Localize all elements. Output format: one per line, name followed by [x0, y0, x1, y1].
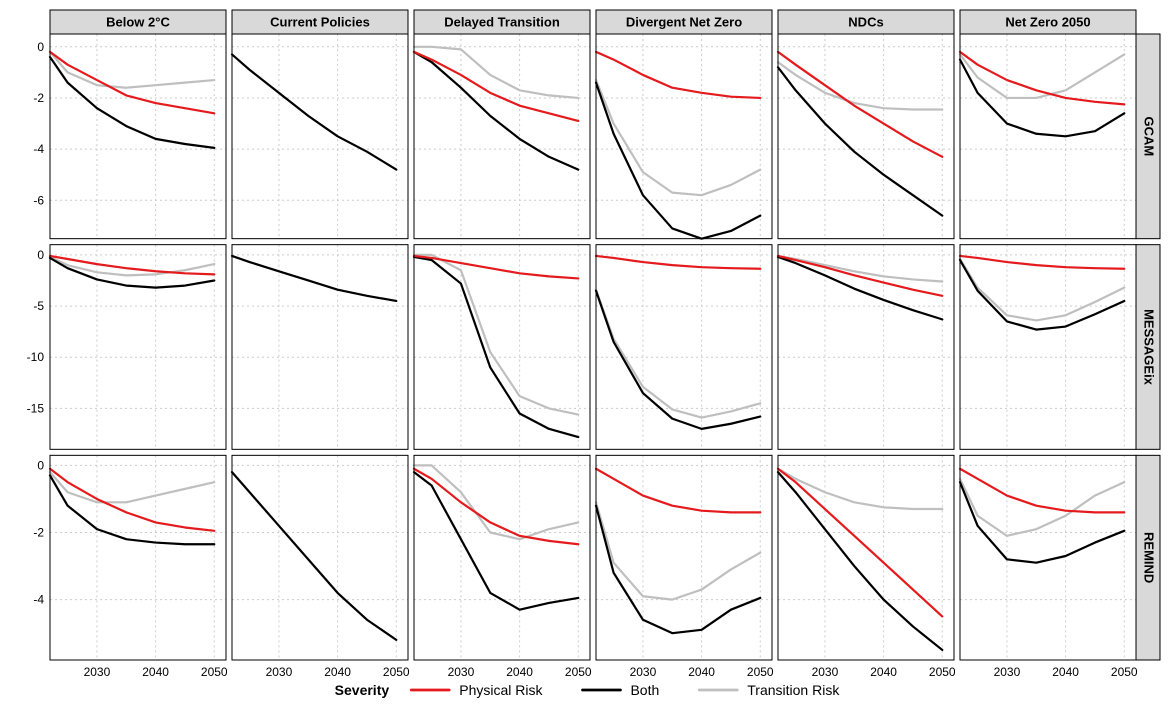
x-tick-label: 2030: [84, 665, 111, 679]
x-tick-label: 2050: [747, 665, 774, 679]
panel: [960, 455, 1136, 660]
panel: [414, 245, 590, 450]
legend-label: Physical Risk: [459, 682, 543, 698]
facet-grid-chart: Below 2°C Current Policies Delayed Transit…: [0, 0, 1174, 719]
x-tick-label: 2040: [688, 665, 715, 679]
panel: [778, 245, 954, 450]
panel: [414, 34, 590, 239]
x-tick-label: 2050: [565, 665, 592, 679]
panel: [50, 455, 226, 660]
legend-label: Both: [630, 682, 659, 698]
x-tick-label: 2050: [1111, 665, 1138, 679]
y-tick-label: -4: [33, 593, 44, 607]
x-tick-label: 2030: [448, 665, 475, 679]
panel: [596, 34, 772, 239]
x-tick-label: 2050: [201, 665, 228, 679]
column-strip-label: Below 2°C: [106, 15, 170, 30]
x-tick-label: 2040: [506, 665, 533, 679]
column-strip-label: Net Zero 2050: [1005, 15, 1090, 30]
x-tick-label: 2050: [383, 665, 410, 679]
panel: [50, 245, 226, 450]
x-tick-label: 2030: [812, 665, 839, 679]
row-strip-label: REMIND: [1142, 532, 1157, 583]
x-tick-label: 2030: [630, 665, 657, 679]
panel: [960, 245, 1136, 450]
panel: [232, 455, 408, 660]
y-tick-label: -15: [27, 401, 45, 415]
column-strip-label: NDCs: [848, 15, 883, 30]
column-strip-label: Delayed Transition: [444, 15, 560, 30]
x-tick-label: 2040: [324, 665, 351, 679]
legend-title: Severity: [335, 682, 390, 698]
y-tick-label: -2: [33, 526, 44, 540]
panel: [232, 245, 408, 450]
x-tick-label: 2040: [142, 665, 169, 679]
panel: [232, 34, 408, 239]
panel: [414, 455, 590, 660]
y-tick-label: -4: [33, 142, 44, 156]
y-tick-label: -5: [33, 299, 44, 313]
y-tick-label: -2: [33, 91, 44, 105]
legend-label: Transition Risk: [747, 682, 840, 698]
row-strip-label: MESSAGEix: [1142, 309, 1157, 386]
column-strip-label: Current Policies: [270, 15, 370, 30]
x-tick-label: 2050: [929, 665, 956, 679]
panel: [778, 455, 954, 660]
x-tick-label: 2040: [870, 665, 897, 679]
y-tick-label: 0: [37, 248, 44, 262]
panel: [50, 34, 226, 239]
column-strip-label: Divergent Net Zero: [626, 15, 742, 30]
panel: [960, 34, 1136, 239]
panel: [596, 245, 772, 450]
x-tick-label: 2030: [266, 665, 293, 679]
x-tick-label: 2040: [1052, 665, 1079, 679]
panel: [778, 34, 954, 239]
row-strip-label: GCAM: [1142, 116, 1157, 156]
y-tick-label: -10: [27, 350, 45, 364]
y-tick-label: -6: [33, 193, 44, 207]
y-tick-label: 0: [37, 458, 44, 472]
legend: Severity Physical Risk Both Transition Risk: [335, 682, 841, 698]
panel: [596, 455, 772, 660]
x-tick-label: 2030: [994, 665, 1021, 679]
y-tick-label: 0: [37, 40, 44, 54]
